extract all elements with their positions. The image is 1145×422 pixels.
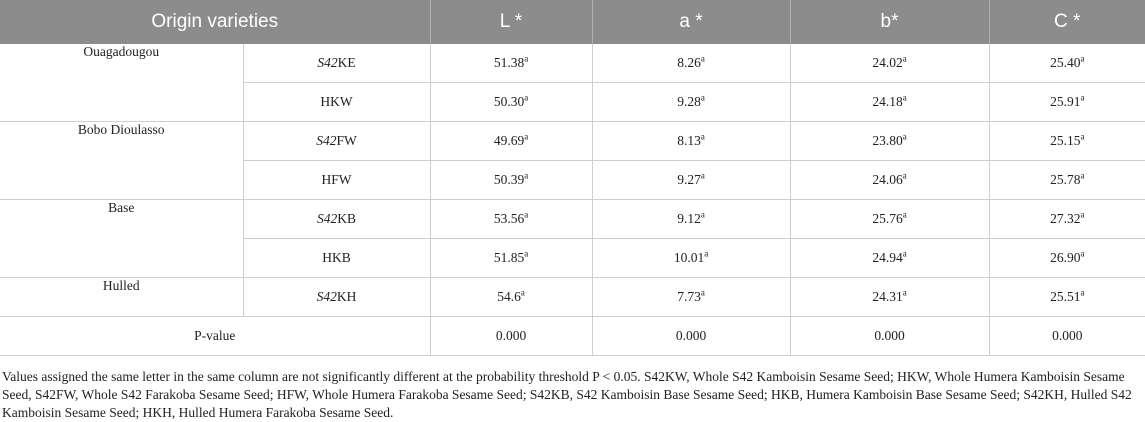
b-value-cell: 24.02a <box>790 44 990 83</box>
header-row: Origin varieties L * a * b* C * <box>0 0 1145 44</box>
c-value-cell: 25.78a <box>989 160 1145 200</box>
table-row: Bobo Dioulasso S42FW 49.69a 8.13a 23.80a… <box>0 121 1145 200</box>
b-value-cell: 24.06a <box>790 160 990 200</box>
table-row: HFW 50.39a 9.27a 24.06a 25.78a <box>0 160 1145 200</box>
a-value-cell: 8.13a <box>592 121 791 161</box>
a-value-cell: 9.12a <box>592 199 791 239</box>
color-parameters-table: Origin varieties L * a * b* C * Ouagadou… <box>0 0 1145 356</box>
a-value-cell: 7.73a <box>592 277 791 317</box>
pvalue-l: 0.000 <box>430 316 593 356</box>
table-row: HKB 51.85a 10.01a 24.94a 26.90a <box>0 238 1145 278</box>
variety-cell: HKW <box>243 82 431 122</box>
header-C: C * <box>989 0 1145 44</box>
header-b: b* <box>790 0 990 44</box>
b-value-cell: 24.94a <box>790 238 990 278</box>
variety-cell: HFW <box>243 160 431 200</box>
header-L: L * <box>430 0 593 44</box>
variety-cell: S42KH <box>243 277 431 317</box>
l-value-cell: 50.30a <box>430 82 593 122</box>
table-footnote: Values assigned the same letter in the s… <box>2 369 1132 420</box>
c-value-cell: 26.90a <box>989 238 1145 278</box>
variety-cell: HKB <box>243 238 431 278</box>
table-row: HKW 50.30a 9.28a 24.18a 25.91a <box>0 82 1145 122</box>
pvalue-c: 0.000 <box>989 316 1145 356</box>
a-value-cell: 9.28a <box>592 82 791 122</box>
l-value-cell: 54.6a <box>430 277 593 317</box>
a-value-cell: 9.27a <box>592 160 791 200</box>
origin-cell: Base <box>0 199 244 278</box>
c-value-cell: 25.91a <box>989 82 1145 122</box>
c-value-cell: 25.15a <box>989 121 1145 161</box>
l-value-cell: 50.39a <box>430 160 593 200</box>
l-value-cell: 51.85a <box>430 238 593 278</box>
pvalue-b: 0.000 <box>790 316 990 356</box>
b-value-cell: 25.76a <box>790 199 990 239</box>
b-value-cell: 23.80a <box>790 121 990 161</box>
l-value-cell: 51.38a <box>430 44 593 83</box>
c-value-cell: 25.40a <box>989 44 1145 83</box>
origin-cell: Bobo Dioulasso <box>0 121 244 200</box>
b-value-cell: 24.18a <box>790 82 990 122</box>
b-value-cell: 24.31a <box>790 277 990 317</box>
table-row: Base S42KB 53.56a 9.12a 25.76a 27.32a <box>0 199 1145 278</box>
pvalue-a: 0.000 <box>592 316 791 356</box>
l-value-cell: 49.69a <box>430 121 593 161</box>
header-origin-varieties: Origin varieties <box>0 0 431 44</box>
a-value-cell: 8.26a <box>592 44 791 83</box>
c-value-cell: 27.32a <box>989 199 1145 239</box>
pvalue-label: P-value <box>0 316 431 356</box>
header-a: a * <box>592 0 791 44</box>
variety-cell: S42KE <box>243 44 431 83</box>
origin-cell: Hulled <box>0 277 244 317</box>
a-value-cell: 10.01a <box>592 238 791 278</box>
c-value-cell: 25.51a <box>989 277 1145 317</box>
origin-cell: Ouagadougou <box>0 44 244 122</box>
variety-cell: S42FW <box>243 121 431 161</box>
l-value-cell: 53.56a <box>430 199 593 239</box>
table-row: Ouagadougou S42KE 51.38a 8.26a 24.02a 25… <box>0 44 1145 122</box>
variety-cell: S42KB <box>243 199 431 239</box>
pvalue-row: P-value 0.000 0.000 0.000 0.000 <box>0 316 1145 356</box>
table-row: Hulled S42KH 54.6a 7.73a 24.31a 25.51a <box>0 277 1145 317</box>
